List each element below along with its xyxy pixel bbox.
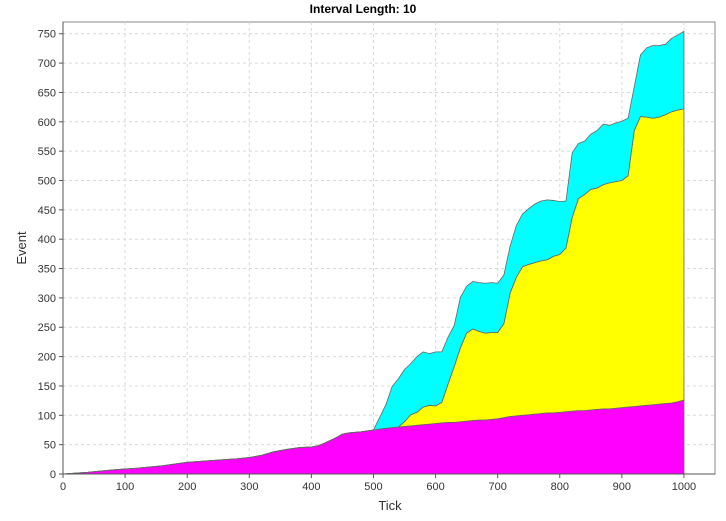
x-tick-label: 300 [240, 481, 258, 493]
y-tick-label: 350 [38, 264, 56, 276]
x-tick-label: 500 [364, 481, 382, 493]
y-tick-label: 150 [38, 381, 56, 393]
axes [62, 22, 715, 475]
y-tick-label: 750 [38, 29, 56, 41]
x-tick-label: 900 [613, 481, 631, 493]
y-tick-label: 450 [38, 205, 56, 217]
x-tick-label: 600 [426, 481, 444, 493]
area-series [62, 30, 685, 475]
y-tick-label: 400 [38, 234, 56, 246]
chart-title: Interval Length: 10 [310, 2, 417, 16]
y-axis-label: Event [14, 231, 29, 265]
x-tick-label: 0 [60, 481, 66, 493]
x-tick-label: 400 [302, 481, 320, 493]
y-tick-label: 550 [38, 146, 56, 158]
y-tick-label: 700 [38, 58, 56, 70]
x-tick-label: 700 [488, 481, 506, 493]
x-axis-label: Tick [378, 498, 402, 513]
x-tick-label: 1000 [672, 481, 696, 493]
x-ticks: 0 100 200 300 400 500 600 700 800 900 1000 [60, 474, 696, 493]
y-tick-label: 50 [44, 440, 56, 452]
y-tick-label: 500 [38, 175, 56, 187]
y-ticks: 0 50 100 150 200 250 300 350 400 450 500 550 600 650 7… [38, 29, 63, 481]
y-tick-label: 100 [38, 410, 56, 422]
x-tick-label: 100 [116, 481, 134, 493]
y-tick-label: 600 [38, 117, 56, 129]
area-series-3 [62, 30, 685, 475]
y-tick-label: 300 [38, 293, 56, 305]
y-tick-label: 650 [38, 87, 56, 99]
y-tick-label: 250 [38, 322, 56, 334]
x-tick-label: 200 [178, 481, 196, 493]
x-tick-label: 800 [551, 481, 569, 493]
y-tick-label: 200 [38, 352, 56, 364]
y-tick-label: 0 [50, 469, 56, 481]
